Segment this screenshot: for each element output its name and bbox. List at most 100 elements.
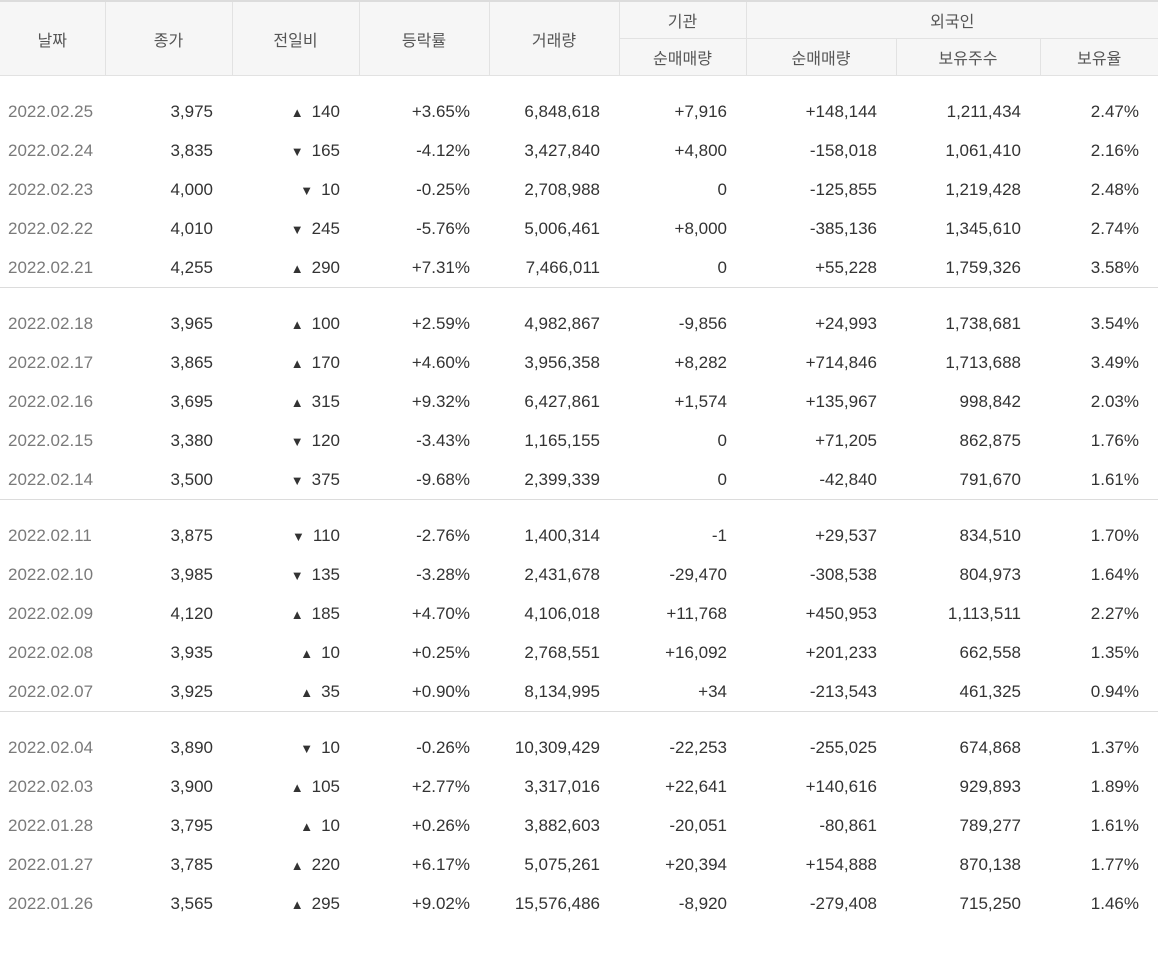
foreign-ratio-cell: 0.94% — [1090, 681, 1139, 701]
volume-cell: 10,309,429 — [514, 737, 600, 757]
foreign-net-cell: -42,840 — [819, 469, 877, 489]
foreign-net-cell: +154,888 — [805, 854, 877, 874]
change-cell: ▲ 295 — [232, 884, 359, 923]
separator-cell — [0, 499, 1158, 516]
change-value: 10 — [321, 642, 340, 662]
foreign-ratio-cell: 1.77% — [1090, 854, 1139, 874]
up-arrow-icon: ▲ — [300, 684, 314, 700]
volume-cell: 5,006,461 — [524, 218, 600, 238]
close-cell: 3,500 — [170, 469, 213, 489]
table-row: 2022.02.10 3,985 ▼ 135 -3.28% 2,431,678 -29,47… — [0, 555, 1158, 594]
date-cell: 2022.02.10 — [8, 564, 94, 584]
institution-net-cell: +11,768 — [666, 603, 727, 623]
foreign-net-cell: -385,136 — [809, 218, 877, 238]
separator-cell — [0, 711, 1158, 728]
rate-cell: -0.26% — [416, 737, 470, 757]
volume-cell: 2,399,339 — [524, 469, 600, 489]
date-cell: 2022.02.16 — [8, 391, 94, 411]
foreign-holdings-cell: 870,138 — [959, 854, 1021, 874]
volume-cell: 1,400,314 — [524, 525, 600, 545]
close-cell: 3,925 — [170, 681, 213, 701]
institution-net-cell: -9,856 — [678, 313, 727, 333]
foreign-holdings-cell: 1,713,688 — [945, 352, 1021, 372]
header-foreign: 외국인 — [746, 0, 1158, 39]
close-cell: 3,795 — [170, 815, 213, 835]
foreign-holdings-cell: 674,868 — [959, 737, 1021, 757]
change-cell: ▼ 110 — [232, 516, 359, 555]
volume-cell: 2,708,988 — [524, 179, 600, 199]
date-cell: 2022.02.04 — [8, 737, 94, 757]
date-cell: 2022.01.28 — [8, 815, 94, 835]
rate-cell: +4.70% — [411, 603, 470, 623]
rate-cell: +4.60% — [411, 352, 470, 372]
date-cell: 2022.02.24 — [8, 140, 94, 160]
change-cell: ▼ 375 — [232, 460, 359, 500]
change-cell: ▲ 35 — [232, 672, 359, 712]
table-row: 2022.02.23 4,000 ▼ 10 -0.25% 2,708,988 0 -125,8… — [0, 170, 1158, 209]
table-row: 2022.02.24 3,835 ▼ 165 -4.12% 3,427,840 +4,800… — [0, 131, 1158, 170]
close-cell: 3,935 — [170, 642, 213, 662]
change-value: 295 — [311, 893, 340, 913]
header-row-sub: 순매매량 순매매량 보유주수 보유율 — [0, 38, 1158, 76]
rate-cell: -9.68% — [416, 469, 470, 489]
change-cell: ▼ 10 — [232, 170, 359, 209]
institution-net-cell: +22,641 — [665, 776, 727, 796]
date-cell: 2022.02.17 — [8, 352, 94, 372]
table-row: 2022.02.14 3,500 ▼ 375 -9.68% 2,399,339 0 -42,8… — [0, 460, 1158, 500]
foreign-ratio-cell: 1.70% — [1090, 525, 1139, 545]
change-cell: ▲ 315 — [232, 382, 359, 421]
table-spacer — [0, 76, 1158, 93]
volume-cell: 3,317,016 — [524, 776, 600, 796]
foreign-net-cell: +71,205 — [815, 430, 877, 450]
foreign-holdings-cell: 834,510 — [959, 525, 1021, 545]
foreign-holdings-cell: 1,211,434 — [946, 101, 1021, 121]
table-row: 2022.01.26 3,565 ▲ 295 +9.02% 15,576,486 -8,92… — [0, 884, 1158, 923]
change-value: 120 — [311, 430, 340, 450]
foreign-ratio-cell: 2.27% — [1090, 603, 1139, 623]
institution-net-cell: -20,051 — [669, 815, 727, 835]
date-cell: 2022.02.22 — [8, 218, 94, 238]
close-cell: 3,695 — [170, 391, 213, 411]
foreign-ratio-cell: 2.48% — [1090, 179, 1139, 199]
table-body: 2022.02.25 3,975 ▲ 140 +3.65% 6,848,618 +7,916… — [0, 76, 1158, 924]
up-arrow-icon: ▲ — [300, 818, 314, 834]
rate-cell: +9.32% — [411, 391, 470, 411]
change-cell: ▼ 135 — [232, 555, 359, 594]
foreign-ratio-cell: 2.47% — [1090, 101, 1139, 121]
foreign-net-cell: -308,538 — [809, 564, 877, 584]
date-cell: 2022.01.26 — [8, 893, 94, 913]
header-change: 전일비 — [232, 0, 360, 76]
down-arrow-icon: ▼ — [290, 472, 304, 488]
volume-cell: 3,427,840 — [524, 140, 600, 160]
institution-net-cell: +20,394 — [665, 854, 727, 874]
change-cell: ▲ 220 — [232, 845, 359, 884]
header-close: 종가 — [105, 0, 233, 76]
header-rate: 등락률 — [359, 0, 490, 76]
change-value: 10 — [321, 179, 340, 199]
foreign-net-cell: +714,846 — [805, 352, 877, 372]
foreign-ratio-cell: 2.03% — [1090, 391, 1139, 411]
close-cell: 3,890 — [170, 737, 213, 757]
volume-cell: 4,106,018 — [524, 603, 600, 623]
close-cell: 4,010 — [170, 218, 213, 238]
volume-cell: 8,134,995 — [524, 681, 600, 701]
institution-net-cell: -22,253 — [669, 737, 727, 757]
change-value: 165 — [311, 140, 340, 160]
change-value: 135 — [311, 564, 340, 584]
table-row: 2022.02.04 3,890 ▼ 10 -0.26% 10,309,429 -22,25… — [0, 728, 1158, 767]
institution-net-cell: +8,000 — [674, 218, 727, 238]
close-cell: 3,965 — [170, 313, 213, 333]
separator-cell — [0, 287, 1158, 304]
date-cell: 2022.02.25 — [8, 101, 94, 121]
foreign-net-cell: +201,233 — [805, 642, 877, 662]
table-row: 2022.02.17 3,865 ▲ 170 +4.60% 3,956,358 +8,282… — [0, 343, 1158, 382]
up-arrow-icon: ▲ — [290, 394, 304, 410]
trading-table: 날짜 종가 전일비 등락률 거래량 기관 외국인 순매매량 순매매량 보유주수 … — [0, 0, 1158, 924]
foreign-ratio-cell: 3.54% — [1090, 313, 1139, 333]
change-value: 290 — [311, 257, 340, 277]
institution-net-cell: +4,800 — [674, 140, 727, 160]
date-cell: 2022.02.07 — [8, 681, 94, 701]
change-cell: ▲ 10 — [232, 806, 359, 845]
change-value: 100 — [311, 313, 340, 333]
foreign-ratio-cell: 1.64% — [1090, 564, 1139, 584]
